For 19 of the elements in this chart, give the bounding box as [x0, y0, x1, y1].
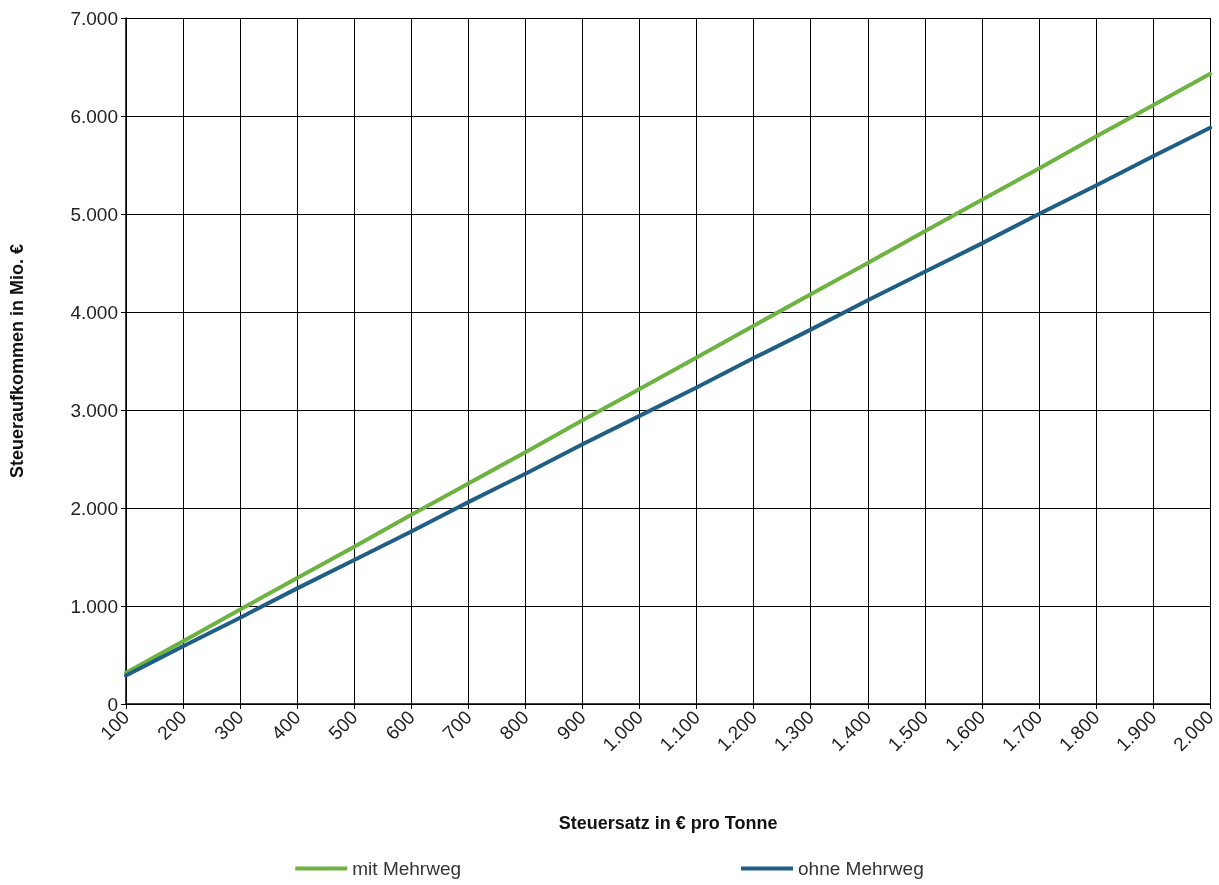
y-tick-label: 5.000	[70, 203, 118, 225]
x-tick-label: 300	[210, 706, 248, 744]
x-tick-label: 500	[324, 706, 362, 744]
x-tick-label: 900	[552, 706, 590, 744]
y-tick-label: 7.000	[70, 7, 118, 29]
y-axis-title: Steueraufkommen in Mio. €	[7, 243, 27, 479]
x-tick-label: 600	[381, 706, 419, 744]
x-tick-label: 800	[495, 706, 533, 744]
x-tick-label: 400	[267, 706, 305, 744]
x-tick-label: 700	[438, 706, 476, 744]
y-tick-label: 4.000	[70, 301, 118, 323]
y-tick-label: 3.000	[70, 399, 118, 421]
y-tick-label: 1.000	[70, 595, 118, 617]
x-axis-title: Steuersatz in € pro Tonne	[558, 813, 778, 833]
legend-label: mit Mehrweg	[352, 858, 462, 879]
y-tick-label: 6.000	[70, 105, 118, 127]
legend-label: ohne Mehrweg	[798, 858, 924, 879]
y-tick-label: 2.000	[70, 497, 118, 519]
x-tick-label: 200	[153, 706, 191, 744]
